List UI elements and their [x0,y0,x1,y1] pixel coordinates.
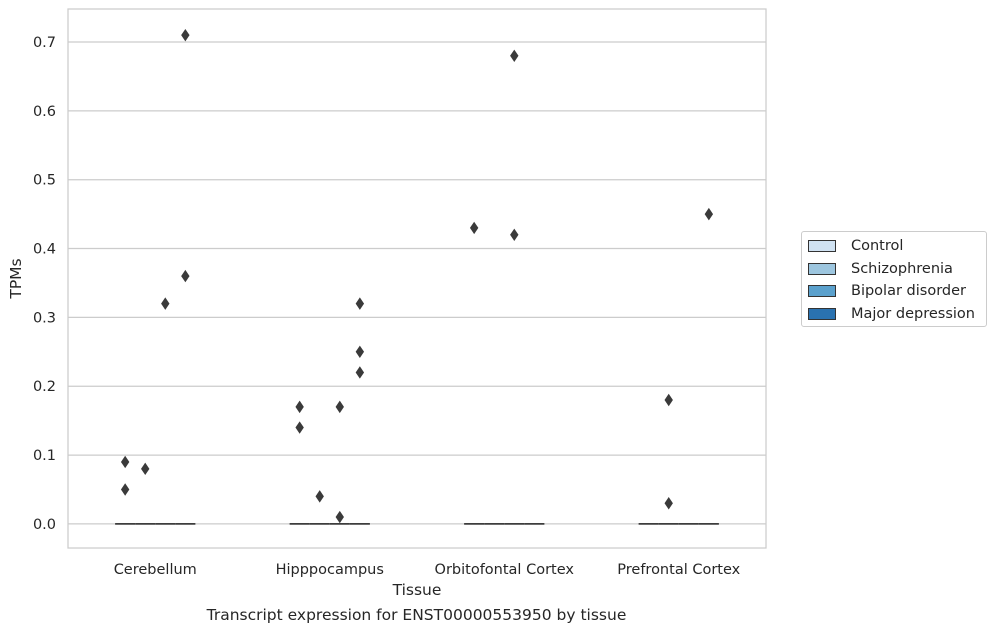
outlier-point [469,221,479,235]
x-tick-label: Prefrontal Cortex [617,562,740,578]
outlier-point [355,366,365,379]
outlier-points [120,28,714,524]
legend-item: Schizophrenia [808,259,953,279]
y-tick-labels: 0.0 0.1 0.2 0.3 0.4 0.5 0.6 0.7 [33,35,56,533]
outlier-point [664,497,673,510]
outlier-point [355,297,365,310]
x-tick-label: Hipppocampus [276,562,384,578]
outlier-point [161,297,170,310]
y-tick-label: 0.4 [33,242,56,258]
outlier-point [335,510,344,524]
legend-swatch [808,285,836,298]
x-tick-label: Orbitofontal Cortex [435,562,575,578]
outlier-point [664,393,673,407]
legend-label: Control [851,238,904,254]
legend-label: Schizophrenia [851,260,953,277]
y-tick-label: 0.3 [33,310,56,326]
gridlines [68,41,766,525]
chart-title: Transcript expression for ENST0000055395… [206,606,627,624]
outlier-point [510,49,519,63]
outlier-point [315,490,324,503]
plot-frame [67,8,767,549]
legend: Control Schizophrenia Bipolar disorder Majo… [801,231,987,327]
outlier-point [181,269,190,283]
x-tick-labels: Cerebellum Hipppocampus Orbitofontal Corte… [114,562,741,578]
y-axis-label: TPMs [7,258,25,299]
legend-label: Major depression [851,305,975,322]
y-tick-label: 0.7 [33,35,56,51]
legend-swatch [808,240,836,252]
outlier-point [181,28,190,42]
y-tick-label: 0.2 [33,379,56,395]
y-tick-label: 0.5 [33,173,56,189]
outlier-point [295,421,304,434]
outlier-point [120,455,130,469]
outlier-point [510,228,519,241]
y-tick-label: 0.1 [33,448,56,464]
outlier-point [295,400,304,414]
legend-swatch [808,307,836,320]
x-axis-label: Tissue [392,581,442,599]
x-tick-label: Cerebellum [114,562,197,578]
legend-item: Bipolar disorder [808,281,966,301]
outlier-point [355,345,365,359]
outlier-point [120,483,130,496]
legend-swatch [808,262,836,275]
legend-item: Control [808,236,903,256]
outlier-point [704,207,714,221]
outlier-point [141,462,150,476]
y-tick-label: 0.0 [33,517,56,533]
legend-label: Bipolar disorder [851,283,966,300]
outlier-point [335,400,344,414]
legend-item: Major depression [808,304,975,324]
y-tick-label: 0.6 [33,104,56,120]
